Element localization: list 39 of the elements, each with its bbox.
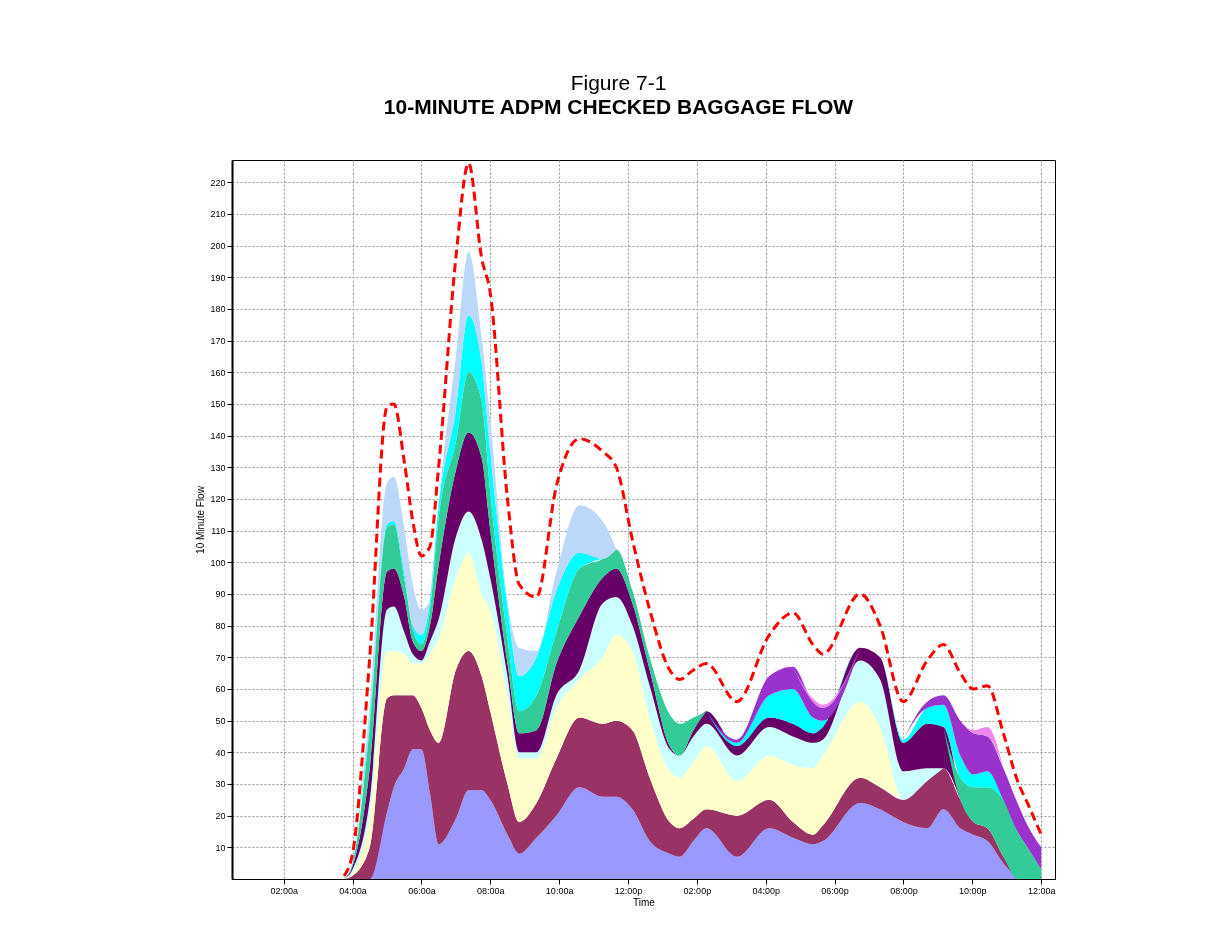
y-tick-label: 50 <box>215 716 226 727</box>
x-axis-title: Time <box>633 896 656 908</box>
y-tick-label: 160 <box>210 367 226 378</box>
y-tick-label: 130 <box>210 462 226 473</box>
x-tick-label: 06:00p <box>821 885 849 896</box>
y-tick-label: 90 <box>215 589 226 600</box>
y-tick-label: 150 <box>210 399 226 410</box>
x-tick-label: 02:00a <box>270 885 298 896</box>
y-tick-label: 40 <box>215 747 226 758</box>
y-tick-label: 120 <box>210 494 226 505</box>
x-tick-label: 08:00p <box>890 885 918 896</box>
y-axis-title: 10 Minute Flow <box>195 485 207 554</box>
x-tick-label: 04:00p <box>752 885 781 896</box>
x-tick-label: 08:00a <box>477 885 505 896</box>
y-tick-label: 200 <box>210 241 226 252</box>
y-tick-label: 10 <box>215 842 226 853</box>
y-tick-label: 180 <box>210 304 226 315</box>
y-tick-label: 110 <box>211 526 226 537</box>
y-tick-label: 80 <box>215 621 226 632</box>
line-series <box>342 161 1043 878</box>
x-tick-label: 02:00p <box>683 885 712 896</box>
y-tick-label: 210 <box>210 209 226 220</box>
y-tick-label: 70 <box>215 652 226 663</box>
x-tick-label: 06:00a <box>408 885 436 896</box>
x-tick-label: 10:00a <box>545 885 574 896</box>
chart-subtitle: 10-MINUTE ADPM CHECKED BAGGAGE FLOW <box>383 95 854 118</box>
y-tick-label: 220 <box>210 177 226 188</box>
x-tick-label: 04:00a <box>339 885 367 896</box>
y-tick-label: 100 <box>210 557 226 568</box>
x-tick-label: 12:00a <box>1027 885 1056 896</box>
x-tick-label: 12:00p <box>614 885 643 896</box>
y-tick-label: 30 <box>215 779 226 790</box>
y-tick-label: 60 <box>215 684 226 695</box>
chart-title: Figure 7-1 <box>570 71 667 94</box>
y-tick-label: 20 <box>215 811 226 822</box>
y-tick-label: 190 <box>210 272 226 283</box>
x-tick-label: 10:00p <box>959 885 987 896</box>
y-tick-label: 140 <box>210 431 226 442</box>
y-tick-label: 170 <box>210 336 226 347</box>
